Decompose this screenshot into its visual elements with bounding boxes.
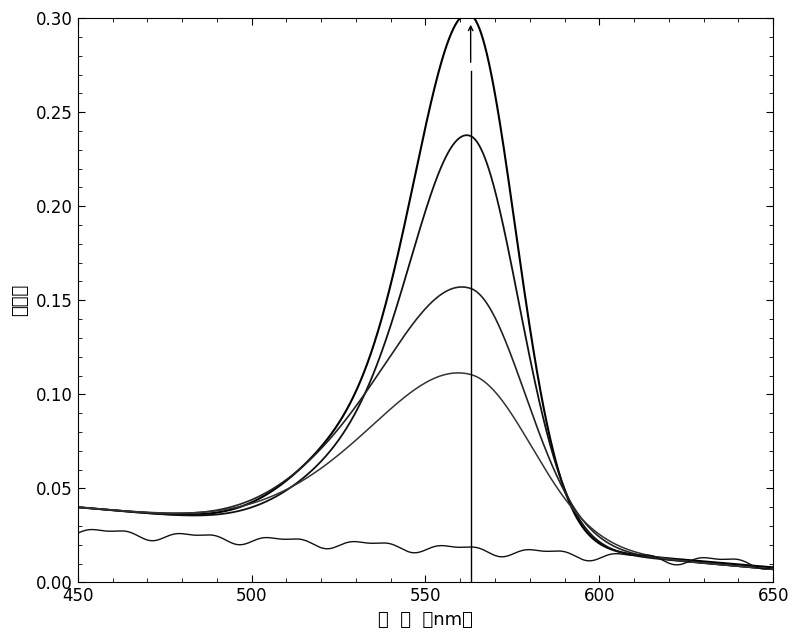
X-axis label: 波  长  （nm）: 波 长 （nm） xyxy=(378,611,473,629)
Y-axis label: 吸光度: 吸光度 xyxy=(11,284,29,316)
